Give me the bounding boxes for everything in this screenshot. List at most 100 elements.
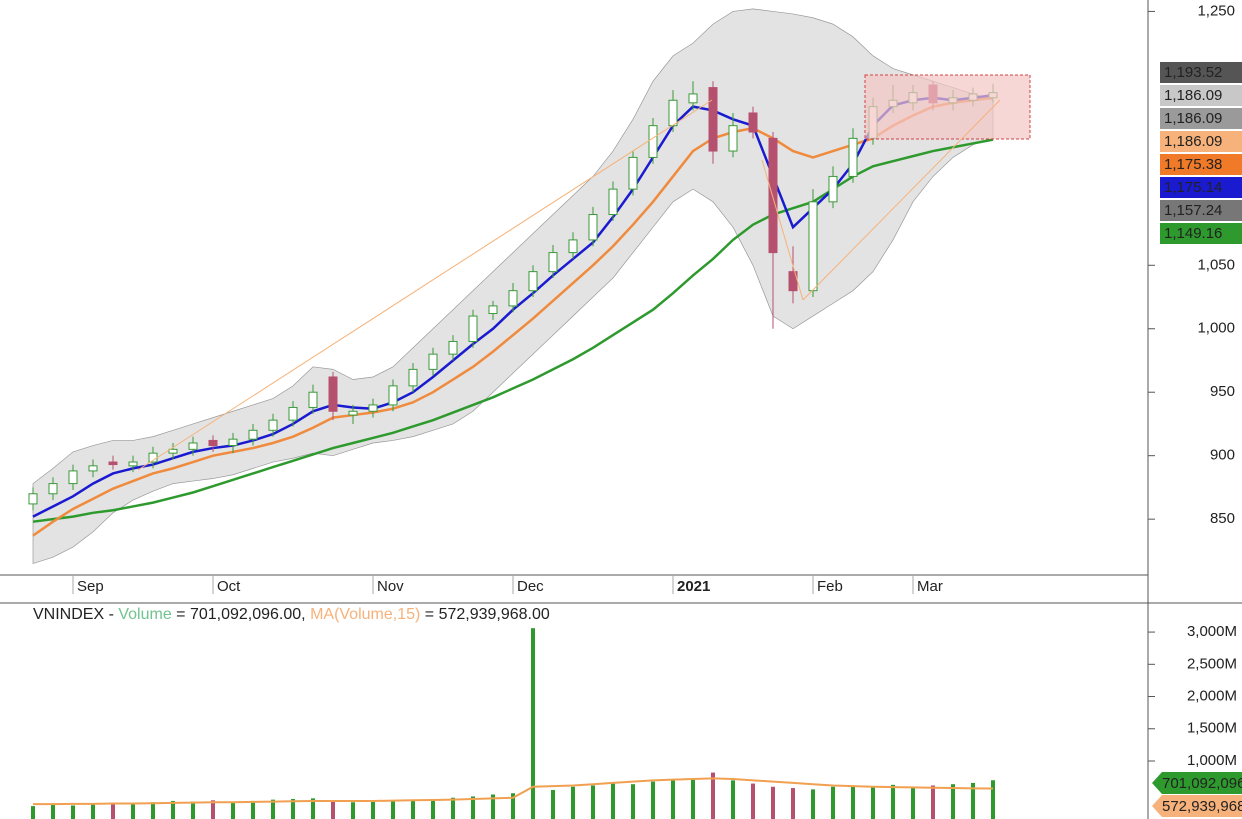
title-part: = 701,092,096.00, xyxy=(172,606,310,623)
x-tick-label: Sep xyxy=(77,578,104,595)
candle-body xyxy=(548,252,558,273)
volume-bar xyxy=(711,772,715,819)
volume-bar xyxy=(831,786,835,819)
volume-bar xyxy=(631,784,635,819)
candle-body xyxy=(648,125,658,158)
value-tag xyxy=(1152,795,1242,817)
y-tick-label: 3,000M xyxy=(1187,623,1237,640)
volume-bar xyxy=(51,804,55,819)
y-tick-label: 950 xyxy=(1210,383,1235,400)
volume-bar xyxy=(771,786,775,819)
candle-body xyxy=(28,493,38,505)
volume-bar xyxy=(751,783,755,819)
volume-bar xyxy=(411,799,415,819)
candle-body xyxy=(588,214,598,241)
trend-line xyxy=(761,159,804,301)
volume-bar xyxy=(551,789,555,819)
candle-body xyxy=(328,376,338,412)
price-tag xyxy=(1160,85,1242,106)
price-pane xyxy=(28,8,998,565)
volume-bar xyxy=(811,789,815,819)
value-tag-label: 701,092,096 xyxy=(1162,775,1242,792)
price-tag xyxy=(1160,223,1242,244)
candle-body xyxy=(508,290,518,307)
candle-body xyxy=(288,406,298,421)
volume-bar xyxy=(371,801,375,819)
volume-bar xyxy=(451,797,455,819)
candle-body xyxy=(828,175,838,203)
volume-bar xyxy=(31,806,35,819)
candle-body xyxy=(848,137,858,177)
candle-body xyxy=(628,156,638,190)
volume-bar xyxy=(731,780,735,819)
price-tag-label: 1,157.24 xyxy=(1164,202,1222,219)
title-part: Volume xyxy=(118,606,171,623)
candle-body xyxy=(488,305,498,315)
price-tag xyxy=(1160,131,1242,152)
y-tick-label: 1,250 xyxy=(1197,2,1235,19)
volume-bar xyxy=(991,780,995,819)
volume-bar xyxy=(571,786,575,819)
candle-body xyxy=(308,391,318,408)
candle-body xyxy=(268,419,278,431)
volume-bar xyxy=(351,802,355,819)
volume-bar xyxy=(911,786,915,819)
candle-body xyxy=(388,385,398,406)
volume-bar xyxy=(391,800,395,819)
y-tick-label: 900 xyxy=(1210,447,1235,464)
y-tick-label: 1,050 xyxy=(1197,256,1235,273)
volume-bar xyxy=(891,784,895,819)
moving-average xyxy=(32,96,994,537)
price-tag-label: 1,175.14 xyxy=(1164,179,1222,196)
candle-body xyxy=(68,470,78,485)
candle-body xyxy=(568,239,578,254)
y-tick-label: 1,000 xyxy=(1197,320,1235,337)
x-tick-label: Mar xyxy=(917,578,943,595)
volume-bar xyxy=(491,794,495,819)
volume-bar xyxy=(191,801,195,819)
volume-bar xyxy=(851,785,855,819)
y-tick-label: 1,500M xyxy=(1187,720,1237,737)
value-tag xyxy=(1152,772,1242,794)
volume-bar xyxy=(971,782,975,819)
title-part: VNINDEX - xyxy=(33,606,118,623)
candle-body xyxy=(168,448,178,454)
volume-bar xyxy=(671,780,675,819)
volume-bar xyxy=(271,799,275,819)
volume-bar xyxy=(71,805,75,819)
volume-bar xyxy=(791,788,795,819)
x-tick-label: Feb xyxy=(817,578,843,595)
volume-bar xyxy=(611,783,615,819)
volume-bar xyxy=(591,785,595,819)
volume-bar xyxy=(251,800,255,819)
price-tag-label: 1,193.52 xyxy=(1164,64,1222,81)
volume-bar xyxy=(151,802,155,819)
y-tick-label: 850 xyxy=(1210,510,1235,527)
volume-bar xyxy=(231,802,235,819)
volume-bar xyxy=(871,786,875,819)
candle-body xyxy=(528,271,538,292)
x-tick-label: Oct xyxy=(217,578,241,595)
volume-title: VNINDEX - Volume = 701,092,096.00, MA(Vo… xyxy=(33,606,550,623)
candle-body xyxy=(88,465,98,472)
candle-body xyxy=(448,340,458,355)
price-tag xyxy=(1160,62,1242,83)
price-tag-label: 1,175.38 xyxy=(1164,156,1222,173)
value-tag-label: 572,939,968 xyxy=(1162,798,1242,815)
x-tick-label: Nov xyxy=(377,578,404,595)
title-part: MA(Volume,15) xyxy=(310,606,420,623)
volume-bar xyxy=(171,800,175,819)
volume-bar xyxy=(511,793,515,819)
volume-bar xyxy=(471,796,475,819)
price-tag xyxy=(1160,200,1242,221)
candle-body xyxy=(188,442,198,450)
candle-body xyxy=(108,461,118,466)
volume-bar xyxy=(311,798,315,819)
volume-bar xyxy=(651,781,655,819)
candle-body xyxy=(728,125,738,152)
volume-bar xyxy=(431,799,435,819)
volume-bar xyxy=(531,628,535,819)
title-part: = 572,939,968.00 xyxy=(420,606,550,623)
